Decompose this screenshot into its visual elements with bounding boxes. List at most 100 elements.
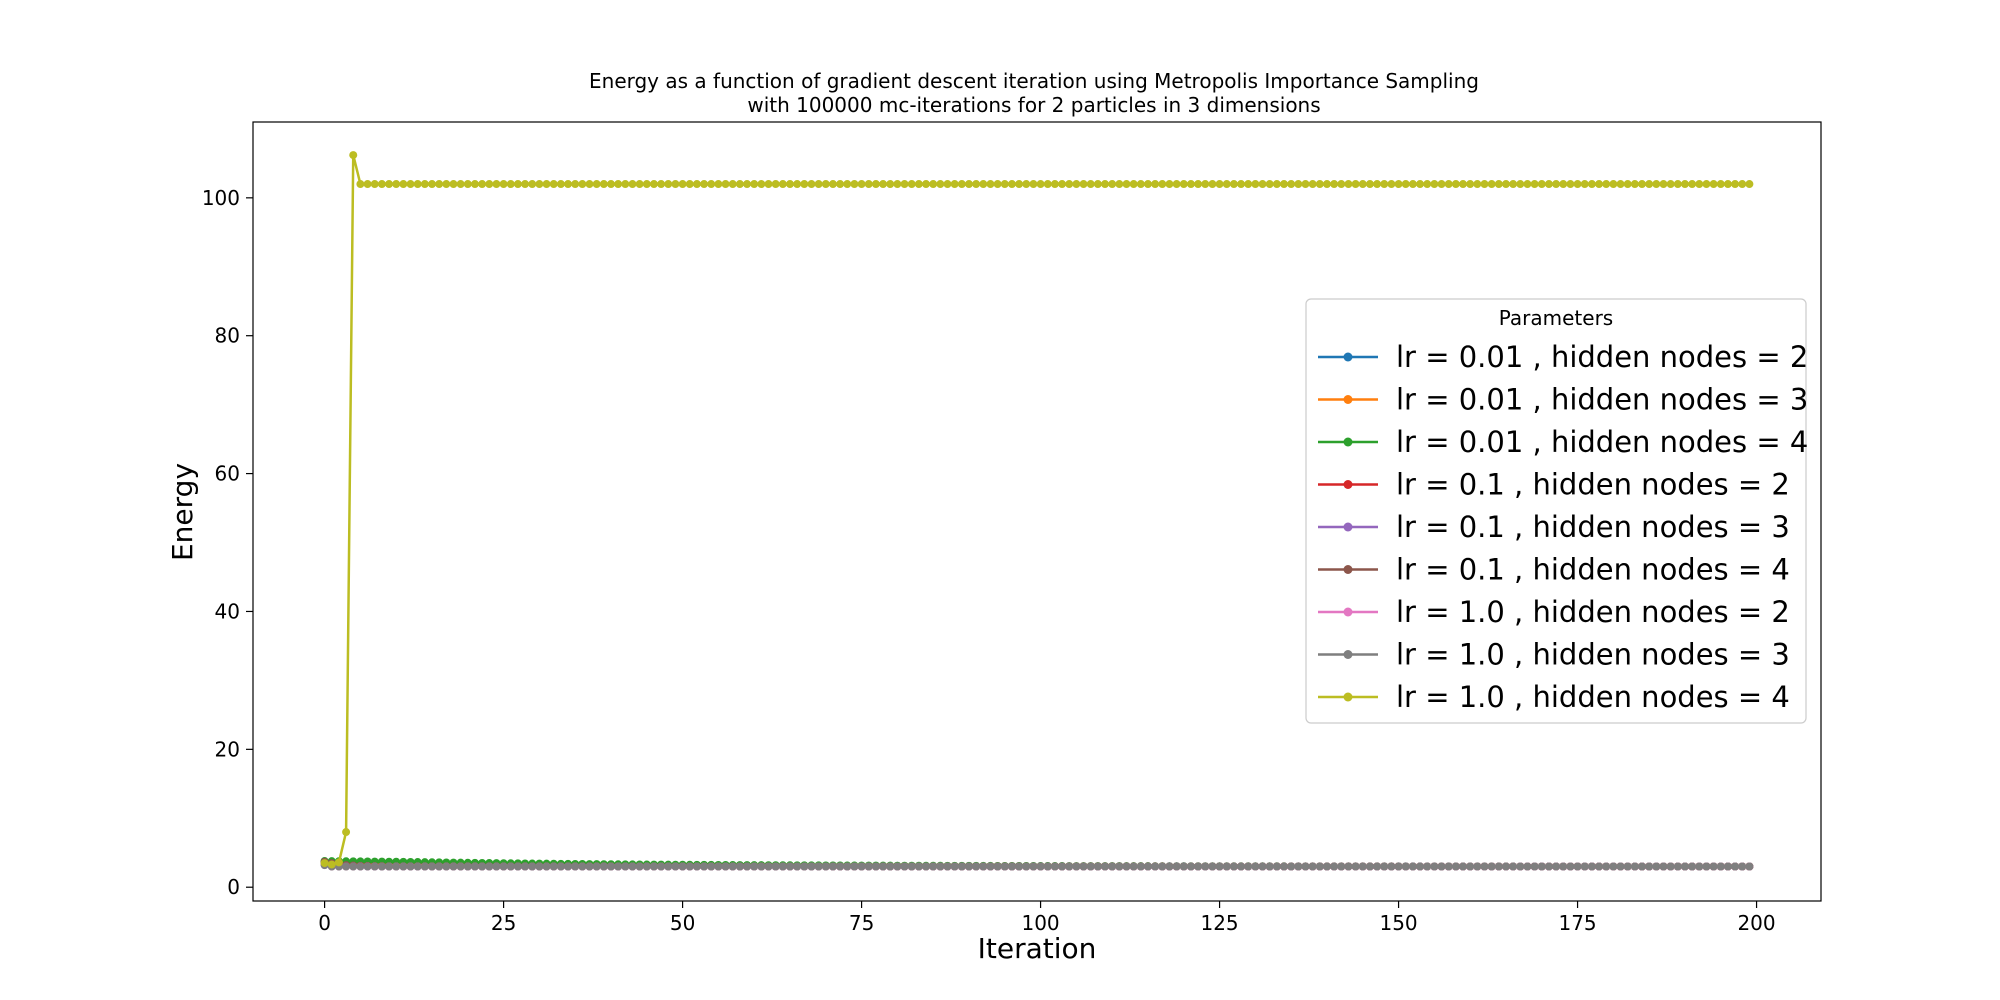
data-point [1143, 180, 1152, 189]
data-point [564, 862, 573, 871]
data-point [879, 180, 888, 189]
legend-box [1305, 298, 1807, 724]
data-point [1280, 180, 1289, 189]
data-point [1351, 180, 1360, 189]
data-point [1229, 862, 1238, 871]
data-point [1244, 180, 1253, 189]
data-point [1373, 862, 1382, 871]
data-point [1595, 862, 1604, 871]
data-point [556, 862, 565, 871]
data-point [1537, 862, 1546, 871]
data-point [1673, 180, 1682, 189]
data-point [1566, 862, 1575, 871]
data-point [1595, 180, 1604, 189]
y-tick-label: 100 [202, 186, 240, 210]
data-point [1136, 862, 1145, 871]
data-point [492, 862, 501, 871]
chart-title-line-2: with 100000 mc-iterations for 2 particle… [747, 93, 1320, 117]
data-point [1602, 180, 1611, 189]
series-8 [320, 861, 1754, 871]
data-point [513, 180, 522, 189]
data-point [385, 862, 394, 871]
data-point [549, 862, 558, 871]
data-point [1645, 180, 1654, 189]
data-point [1738, 862, 1747, 871]
data-point [936, 862, 945, 871]
data-point [1494, 862, 1503, 871]
data-point [1186, 180, 1195, 189]
data-point [678, 180, 687, 189]
data-point [1272, 180, 1281, 189]
data-point [1179, 862, 1188, 871]
legend-item: lr = 1.0 , hidden nodes = 2 [1318, 595, 1790, 629]
data-point [922, 862, 931, 871]
data-point [1716, 862, 1725, 871]
data-point [707, 180, 716, 189]
y-tick-label: 20 [215, 737, 240, 761]
data-point [864, 180, 873, 189]
data-point [571, 862, 580, 871]
data-point [1108, 862, 1117, 871]
data-point [506, 180, 515, 189]
data-point [685, 862, 694, 871]
data-point [879, 862, 888, 871]
data-point [1022, 180, 1031, 189]
data-point [1222, 180, 1231, 189]
data-point [1079, 180, 1088, 189]
data-point [800, 862, 809, 871]
data-point [1609, 862, 1618, 871]
legend-item: lr = 0.1 , hidden nodes = 2 [1318, 468, 1790, 502]
data-point [542, 862, 551, 871]
data-point [1380, 862, 1389, 871]
data-point [1065, 180, 1074, 189]
data-point [1630, 180, 1639, 189]
legend-marker [1343, 522, 1353, 532]
data-point [1337, 180, 1346, 189]
data-point [900, 180, 909, 189]
data-point [1194, 862, 1203, 871]
data-point [1322, 862, 1331, 871]
data-point [1723, 180, 1732, 189]
data-point [807, 180, 816, 189]
data-point [1358, 862, 1367, 871]
data-point [1702, 862, 1711, 871]
data-point [1559, 180, 1568, 189]
data-point [671, 180, 680, 189]
data-point [1093, 180, 1102, 189]
data-point [478, 862, 487, 871]
data-point [843, 862, 852, 871]
data-point [349, 151, 358, 160]
data-point [1487, 180, 1496, 189]
data-point [1093, 862, 1102, 871]
data-point [1587, 180, 1596, 189]
data-point [1451, 180, 1460, 189]
data-point [1036, 862, 1045, 871]
data-point [342, 862, 351, 871]
legend-marker [1343, 395, 1353, 404]
data-point [929, 862, 938, 871]
data-point [714, 862, 723, 871]
data-point [1638, 180, 1646, 189]
data-point [1244, 862, 1253, 871]
data-point [1072, 180, 1081, 189]
data-point [442, 862, 451, 871]
data-point [1480, 862, 1489, 871]
data-point [1466, 862, 1475, 871]
data-point [1158, 862, 1167, 871]
data-point [1480, 180, 1489, 189]
data-point [1623, 180, 1632, 189]
data-point [685, 180, 694, 189]
data-point [499, 862, 508, 871]
data-point [649, 180, 658, 189]
data-point [957, 180, 966, 189]
data-point [642, 180, 651, 189]
data-point [1552, 862, 1561, 871]
data-point [1308, 862, 1317, 871]
data-point [370, 862, 379, 871]
data-point [614, 180, 623, 189]
data-point [714, 180, 723, 189]
data-point [1723, 862, 1732, 871]
data-point [1330, 180, 1339, 189]
data-point [972, 180, 981, 189]
data-point [492, 180, 501, 189]
